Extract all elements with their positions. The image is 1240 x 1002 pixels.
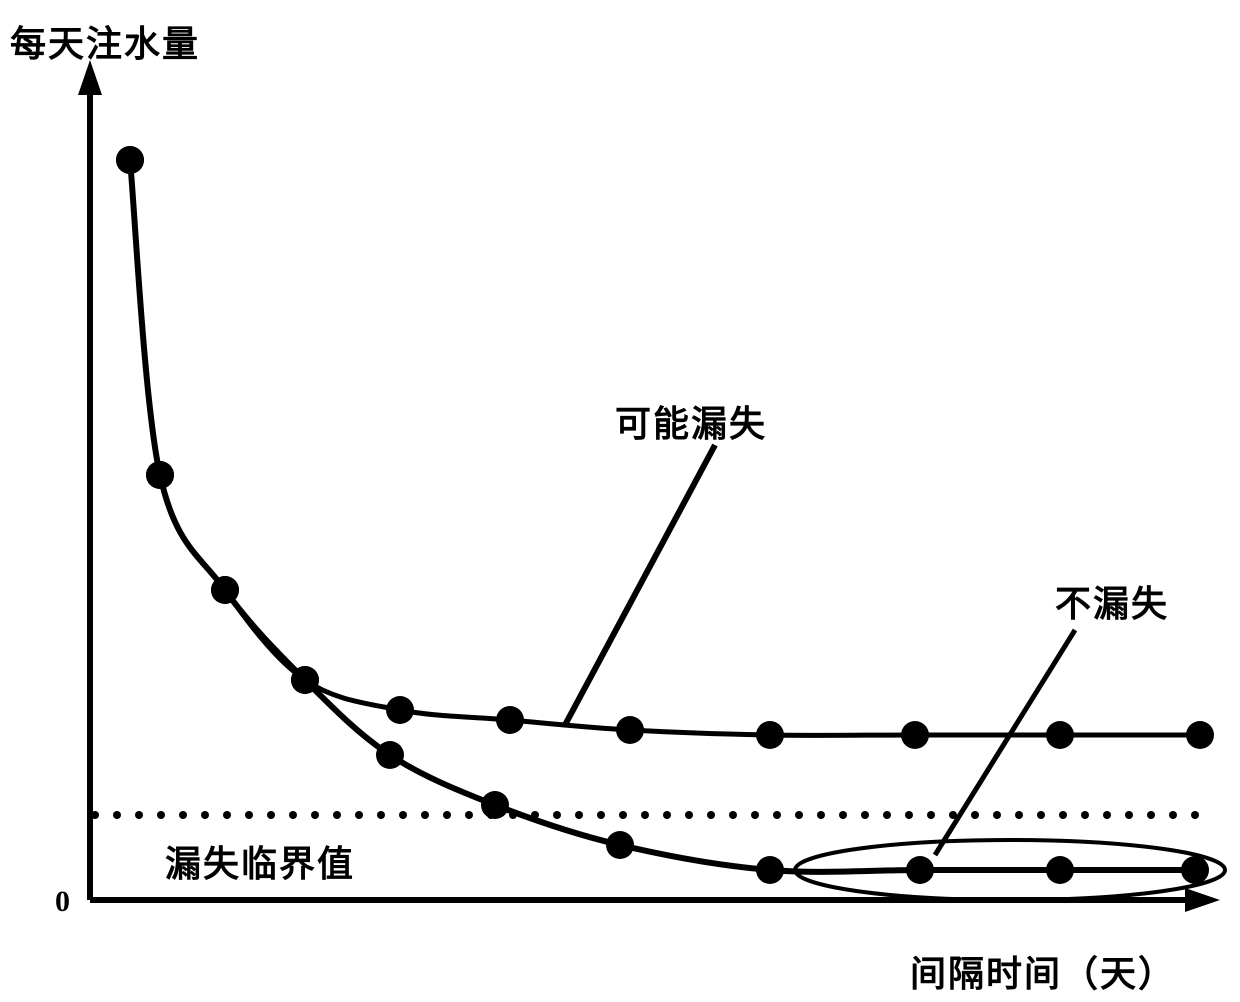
threshold-dot bbox=[1125, 811, 1133, 819]
threshold-dot bbox=[135, 811, 143, 819]
threshold-dot bbox=[619, 811, 627, 819]
upper-series-line bbox=[130, 160, 1200, 735]
threshold-dot bbox=[179, 811, 187, 819]
leak-threshold-label: 漏失临界值 bbox=[165, 835, 355, 887]
threshold-dot bbox=[817, 811, 825, 819]
threshold-dot bbox=[245, 811, 253, 819]
no-leak-label: 不漏失 bbox=[1055, 575, 1169, 627]
threshold-dot bbox=[355, 811, 363, 819]
threshold-dot bbox=[839, 811, 847, 819]
threshold-dot bbox=[443, 811, 451, 819]
threshold-dot bbox=[575, 811, 583, 819]
lower-marker bbox=[756, 856, 784, 884]
upper-marker bbox=[901, 721, 929, 749]
threshold-dot bbox=[707, 811, 715, 819]
lower-marker bbox=[146, 461, 174, 489]
upper-marker bbox=[386, 696, 414, 724]
upper-marker bbox=[496, 706, 524, 734]
threshold-dot bbox=[861, 811, 869, 819]
threshold-dot bbox=[773, 811, 781, 819]
threshold-dot bbox=[1103, 811, 1111, 819]
threshold-dot bbox=[883, 811, 891, 819]
lower-marker bbox=[606, 831, 634, 859]
threshold-dot bbox=[1169, 811, 1177, 819]
threshold-dot bbox=[333, 811, 341, 819]
leak-possible-leader bbox=[565, 445, 715, 725]
threshold-dot bbox=[421, 811, 429, 819]
threshold-dot bbox=[729, 811, 737, 819]
threshold-dot bbox=[399, 811, 407, 819]
threshold-dot bbox=[795, 811, 803, 819]
lower-marker bbox=[211, 576, 239, 604]
threshold-dot bbox=[751, 811, 759, 819]
upper-marker bbox=[756, 721, 784, 749]
threshold-dot bbox=[1059, 811, 1067, 819]
lower-series-markers bbox=[116, 146, 1209, 884]
threshold-dot bbox=[465, 811, 473, 819]
upper-marker bbox=[1046, 721, 1074, 749]
lower-marker bbox=[116, 146, 144, 174]
threshold-dot bbox=[597, 811, 605, 819]
threshold-dot bbox=[1191, 811, 1199, 819]
lower-marker bbox=[906, 856, 934, 884]
threshold-dot bbox=[971, 811, 979, 819]
lower-marker bbox=[1046, 856, 1074, 884]
chart-container: 每天注水量 间隔时间（天） 0 可能漏失 不漏失 漏失临界值 bbox=[0, 0, 1240, 1002]
lower-marker bbox=[291, 666, 319, 694]
lower-marker bbox=[481, 791, 509, 819]
threshold-dot bbox=[663, 811, 671, 819]
threshold-dot bbox=[1037, 811, 1045, 819]
lower-series-line bbox=[130, 160, 1195, 872]
x-axis-arrow bbox=[1185, 888, 1220, 912]
threshold-dot bbox=[641, 811, 649, 819]
lower-marker bbox=[376, 741, 404, 769]
threshold-dot bbox=[91, 811, 99, 819]
upper-marker bbox=[1186, 721, 1214, 749]
threshold-dot bbox=[685, 811, 693, 819]
threshold-dot bbox=[311, 811, 319, 819]
y-axis-label: 每天注水量 bbox=[10, 15, 200, 67]
threshold-dot bbox=[993, 811, 1001, 819]
threshold-dot bbox=[201, 811, 209, 819]
threshold-dot bbox=[267, 811, 275, 819]
origin-label: 0 bbox=[55, 885, 70, 919]
threshold-dot bbox=[927, 811, 935, 819]
lower-marker bbox=[1181, 856, 1209, 884]
threshold-dot bbox=[553, 811, 561, 819]
x-axis-label: 间隔时间（天） bbox=[910, 945, 1176, 997]
threshold-dot bbox=[289, 811, 297, 819]
threshold-dotted-line bbox=[91, 811, 1199, 819]
threshold-dot bbox=[113, 811, 121, 819]
threshold-dot bbox=[1015, 811, 1023, 819]
threshold-dot bbox=[157, 811, 165, 819]
threshold-dot bbox=[905, 811, 913, 819]
threshold-dot bbox=[377, 811, 385, 819]
axes bbox=[78, 60, 1220, 912]
threshold-dot bbox=[223, 811, 231, 819]
threshold-dot bbox=[1081, 811, 1089, 819]
leak-possible-label: 可能漏失 bbox=[615, 395, 767, 447]
upper-marker bbox=[616, 716, 644, 744]
threshold-dot bbox=[1147, 811, 1155, 819]
